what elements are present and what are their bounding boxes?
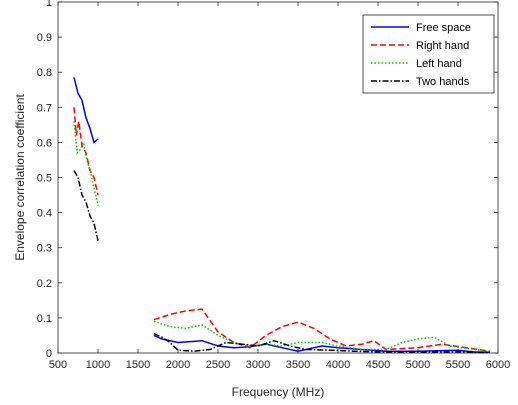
y-tick-label: 0.5 xyxy=(37,173,52,185)
y-tick-label: 0.8 xyxy=(37,67,52,79)
legend-label-free-space: Free space xyxy=(416,22,471,34)
ticks-layer: 500 1000 1500 2000 2500 3000 3500 4000 4500 5000 5… xyxy=(37,0,511,371)
y-tick-label: 0.1 xyxy=(37,313,52,325)
series-line-left-hand-1 xyxy=(73,121,99,206)
series-line-free-space-2 xyxy=(153,334,491,354)
series-line-right-hand-1 xyxy=(73,107,99,196)
series-line-two-hands-2 xyxy=(153,333,491,354)
x-tick-label: 1000 xyxy=(86,359,110,371)
y-tick-label: 0 xyxy=(46,348,52,360)
y-tick-label: 1 xyxy=(46,0,52,9)
y-tick-label: 0.7 xyxy=(37,102,52,114)
x-axis-label: Frequency (MHz) xyxy=(232,385,325,399)
x-tick-label: 4500 xyxy=(366,359,390,371)
series-layer xyxy=(73,77,491,354)
x-tick-label: 5500 xyxy=(446,359,470,371)
legend-label-left-hand: Left hand xyxy=(416,58,462,70)
x-tick-label: 4000 xyxy=(326,359,350,371)
series-line-left-hand-2 xyxy=(153,320,491,352)
legend-box xyxy=(362,14,495,94)
x-tick-label: 2000 xyxy=(166,359,190,371)
x-tick-label: 1500 xyxy=(126,359,150,371)
series-line-two-hands-1 xyxy=(73,170,99,241)
y-tick-label: 0.4 xyxy=(37,208,52,220)
legend-label-right-hand: Right hand xyxy=(416,40,469,52)
x-tick-label: 2500 xyxy=(206,359,230,371)
y-tick-label: 0.3 xyxy=(37,243,52,255)
series-line-free-space-1 xyxy=(73,77,99,144)
legend: Free space Right hand Left hand Two hands xyxy=(362,14,495,94)
y-tick-label: 0.9 xyxy=(37,32,52,44)
y-tick-label: 0.2 xyxy=(37,278,52,290)
x-tick-label: 5000 xyxy=(406,359,430,371)
x-tick-label: 6000 xyxy=(486,359,510,371)
y-axis-label: Envelope correlation coefficient xyxy=(13,94,27,261)
x-tick-label: 3000 xyxy=(246,359,270,371)
x-tick-label: 500 xyxy=(49,359,67,371)
legend-label-two-hands: Two hands xyxy=(416,76,470,88)
series-line-right-hand-2 xyxy=(153,308,491,352)
x-tick-label: 3500 xyxy=(286,359,310,371)
y-tick-label: 0.6 xyxy=(37,137,52,149)
